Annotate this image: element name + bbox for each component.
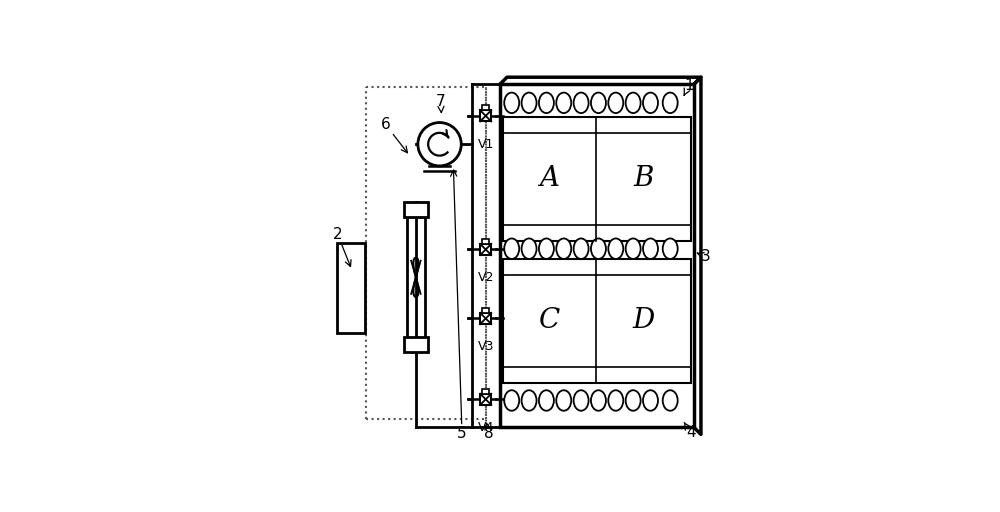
Ellipse shape [663, 93, 678, 113]
Text: 1: 1 [684, 78, 694, 95]
Ellipse shape [522, 93, 537, 113]
Text: B: B [633, 165, 654, 192]
Ellipse shape [539, 239, 554, 259]
Text: 6: 6 [381, 117, 407, 153]
Text: C: C [539, 307, 560, 334]
Ellipse shape [574, 93, 589, 113]
Ellipse shape [643, 390, 658, 411]
Ellipse shape [556, 239, 571, 259]
Bar [480, 394, 491, 405]
Bar [404, 202, 428, 217]
Bar [500, 84, 694, 428]
Ellipse shape [574, 239, 589, 259]
Text: D: D [632, 307, 655, 334]
Ellipse shape [663, 239, 678, 259]
Text: 8: 8 [484, 423, 494, 441]
Bar [407, 211, 425, 344]
Text: 2: 2 [333, 227, 351, 267]
Bar [482, 239, 489, 244]
Text: 3: 3 [697, 249, 711, 264]
Bar [482, 105, 489, 110]
Text: A: A [540, 165, 560, 192]
Bar [480, 313, 491, 324]
Ellipse shape [591, 93, 606, 113]
Ellipse shape [556, 93, 571, 113]
Text: 5: 5 [451, 170, 467, 441]
Ellipse shape [608, 93, 623, 113]
Ellipse shape [626, 390, 641, 411]
Ellipse shape [608, 390, 623, 411]
Ellipse shape [556, 390, 571, 411]
Bar [480, 244, 491, 255]
Bar [480, 110, 491, 121]
Ellipse shape [539, 390, 554, 411]
Ellipse shape [626, 239, 641, 259]
Text: V4: V4 [478, 421, 494, 434]
Ellipse shape [504, 93, 519, 113]
Ellipse shape [522, 390, 537, 411]
Bar [503, 259, 691, 383]
Ellipse shape [504, 239, 519, 259]
Ellipse shape [522, 239, 537, 259]
Bar [482, 389, 489, 394]
Bar [482, 308, 489, 313]
Ellipse shape [643, 93, 658, 113]
Ellipse shape [608, 239, 623, 259]
Ellipse shape [539, 93, 554, 113]
Circle shape [418, 122, 461, 166]
Bar [337, 243, 365, 333]
Ellipse shape [626, 93, 641, 113]
Text: V2: V2 [478, 271, 494, 284]
Ellipse shape [591, 239, 606, 259]
Ellipse shape [663, 390, 678, 411]
Ellipse shape [504, 390, 519, 411]
Ellipse shape [591, 390, 606, 411]
Text: V1: V1 [478, 138, 494, 151]
Bar [503, 117, 691, 241]
Ellipse shape [574, 390, 589, 411]
Bar [404, 337, 428, 352]
Text: 7: 7 [436, 94, 446, 113]
Ellipse shape [643, 239, 658, 259]
Text: V3: V3 [478, 340, 494, 353]
Text: 4: 4 [684, 422, 696, 440]
